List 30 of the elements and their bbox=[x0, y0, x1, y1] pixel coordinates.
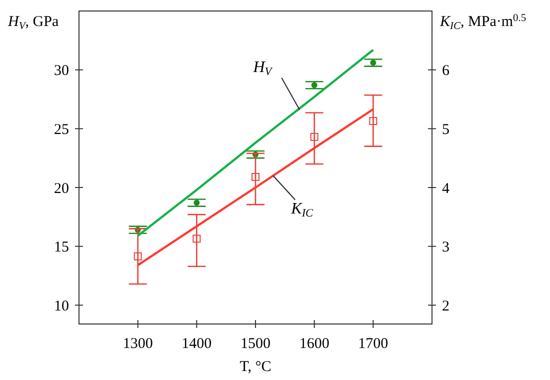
point bbox=[134, 252, 142, 260]
line-series bbox=[136, 48, 374, 237]
x-tick-label: 1500 bbox=[240, 336, 270, 352]
annotation: K$_{IC}$ bbox=[290, 200, 314, 220]
x-tick-label: 1700 bbox=[358, 336, 388, 352]
y-tick-label: 25 bbox=[54, 122, 69, 138]
y2-tick-label: 5 bbox=[442, 122, 450, 138]
y-tick-label: 10 bbox=[54, 298, 69, 314]
y2-tick-label: 2 bbox=[442, 298, 450, 314]
y-axis-title: H$_{V}$, GPa bbox=[7, 14, 59, 32]
x-tick-label: 1600 bbox=[299, 336, 330, 352]
line-series bbox=[136, 108, 374, 266]
point bbox=[252, 172, 260, 181]
y-tick-label: 30 bbox=[54, 63, 69, 80]
y2-axis-title: K$_{IC}$, MPa·m$^{0.5}$ bbox=[439, 13, 526, 32]
point bbox=[194, 200, 200, 206]
x-tick-label: 1300 bbox=[122, 336, 153, 352]
point bbox=[369, 117, 378, 126]
x-axis-title: T, °C bbox=[240, 359, 272, 375]
y2-tick-label: 4 bbox=[442, 180, 450, 197]
y2-tick-label: 3 bbox=[442, 240, 450, 256]
y2-tick-label: 6 bbox=[442, 63, 450, 80]
point bbox=[311, 82, 318, 88]
point bbox=[310, 132, 318, 141]
y-tick-label: 15 bbox=[54, 240, 69, 256]
x-tick-label: 1400 bbox=[182, 336, 212, 352]
point bbox=[192, 234, 201, 243]
y-tick-label: 20 bbox=[54, 180, 69, 197]
point bbox=[370, 60, 376, 66]
annotation: H$_{V}$ bbox=[252, 58, 273, 78]
